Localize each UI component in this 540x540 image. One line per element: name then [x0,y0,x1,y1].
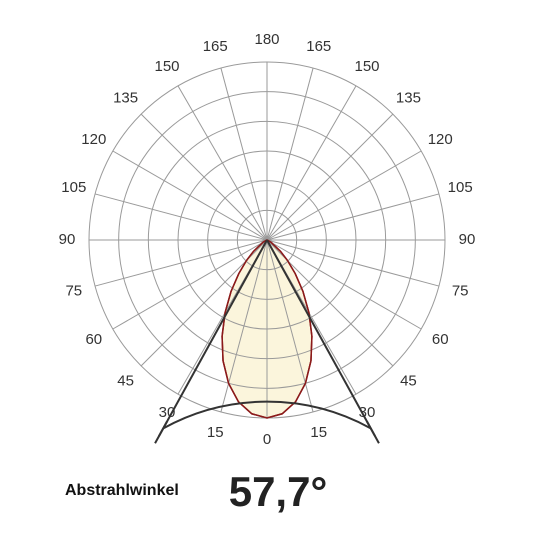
beam-line [266,239,380,444]
intensity-outline [221,239,313,419]
theta-tick-label: 90 [59,231,76,248]
theta-tick-label: 150 [154,58,179,75]
beam-arc-end [366,420,376,437]
theta-tick-label: 165 [203,38,228,55]
grid-spoke [266,150,422,241]
theta-tick-label: 75 [65,283,82,300]
grid-spoke [266,113,394,241]
theta-tick-label: 45 [400,372,417,389]
theta-tick-label: 135 [113,90,138,107]
grid-spoke [266,239,440,287]
beam-angle: 57,7° [229,468,328,515]
theta-tick-label: 30 [359,404,376,421]
grid-spoke [266,67,314,241]
theta-tick-label: 0 [263,431,271,448]
theta-tick-label: 165 [306,38,331,55]
theta-tick-label: 180 [254,31,279,48]
theta-tick-label: 105 [448,179,473,196]
beam-arc [162,400,372,430]
theta-tick-label: 135 [396,90,421,107]
theta-tick-label: 90 [459,231,476,248]
grid-spoke [94,239,268,287]
grid-spoke [220,67,268,241]
theta-tick-label: 45 [117,372,134,389]
theta-tick-label: 75 [452,283,469,300]
grid-spoke [112,150,268,241]
grid-spoke [266,239,422,330]
theta-tick-label: 120 [81,131,106,148]
grid-spoke [112,239,268,330]
grid-spoke [266,193,440,241]
theta-tick-label: 15 [207,424,224,441]
grid-spoke [94,193,268,241]
theta-tick-label: 60 [85,331,102,348]
theta-tick-label: 30 [159,404,176,421]
theta-tick-label: 120 [428,131,453,148]
theta-tick-label: 60 [432,331,449,348]
theta-tick-label: 15 [310,424,327,441]
beam-arc-end [158,420,168,437]
beam-line [154,239,268,444]
grid-spoke [177,85,268,241]
theta-tick-label: 105 [61,179,86,196]
theta-tick-label: 150 [354,58,379,75]
beam-label: Abstrahlwinkel [65,482,179,499]
grid-spoke [266,85,357,241]
grid-spoke [140,113,268,241]
